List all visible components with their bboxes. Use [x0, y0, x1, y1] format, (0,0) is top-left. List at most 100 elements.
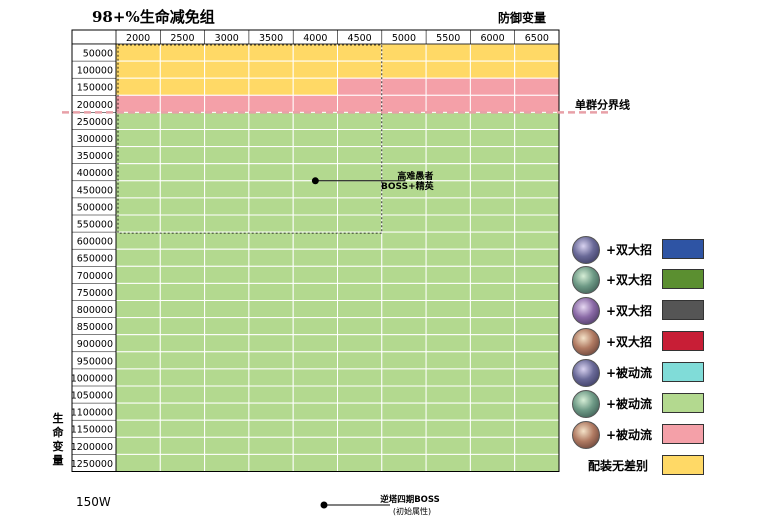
- chart-title: 98+%生命减免组: [92, 8, 215, 26]
- heatmap-cell: [381, 385, 427, 404]
- heatmap-cell: [337, 43, 383, 62]
- heatmap-cell: [204, 111, 250, 131]
- heatmap-cell: [248, 60, 294, 79]
- heatmap-cell: [292, 300, 339, 319]
- heatmap-cell: [381, 265, 427, 284]
- legend-label: +双大招: [606, 335, 653, 349]
- y-tick-label: 800000: [77, 305, 113, 316]
- heatmap-cell: [115, 265, 161, 284]
- heatmap-cell: [248, 77, 294, 96]
- heatmap-cell: [425, 77, 471, 96]
- y-tick-label: 1200000: [71, 442, 113, 453]
- heatmap-cell: [115, 129, 161, 148]
- heatmap-cell: [469, 368, 516, 387]
- heatmap-cell: [248, 163, 294, 182]
- heatmap-cell: [425, 368, 471, 387]
- heatmap-cell: [248, 385, 294, 404]
- heatmap-cell: [469, 197, 516, 216]
- y-tick-label: 650000: [77, 254, 113, 265]
- heatmap-cell: [425, 351, 471, 370]
- heatmap-cell: [204, 60, 250, 79]
- heatmap-cell: [381, 368, 427, 387]
- heatmap-cell: [514, 129, 560, 148]
- heatmap-cell: [159, 317, 206, 336]
- heatmap-cell: [159, 111, 206, 131]
- heatmap-cell: [514, 43, 560, 62]
- heatmap-cell: [204, 334, 250, 353]
- heatmap-cell: [115, 453, 161, 472]
- heatmap-cell: [248, 111, 294, 131]
- heatmap-cell: [514, 385, 560, 404]
- heatmap-cell: [248, 94, 294, 113]
- y-tick-label: 400000: [77, 168, 113, 179]
- heatmap-cell: [514, 163, 560, 182]
- heatmap-cell: [337, 60, 383, 79]
- heatmap-cell: [381, 111, 427, 131]
- heatmap-cell: [159, 43, 206, 62]
- heatmap-cell: [292, 334, 339, 353]
- heatmap-cell: [159, 197, 206, 216]
- heatmap-cell: [159, 248, 206, 267]
- x-tick-label: 3500: [259, 33, 283, 44]
- y-tick-label: 500000: [77, 202, 113, 213]
- region-label-line1: 高难愚者: [397, 170, 433, 182]
- heatmap-cell: [514, 300, 560, 319]
- heatmap-cell: [204, 436, 250, 455]
- heatmap-cell: [425, 129, 471, 148]
- heatmap-cell: [469, 453, 516, 472]
- heatmap-cell: [248, 317, 294, 336]
- heatmap-cell: [248, 402, 294, 421]
- heatmap-cell: [159, 351, 206, 370]
- heatmap-cell: [159, 453, 206, 472]
- legend-label: +双大招: [606, 273, 653, 287]
- heatmap-cell: [115, 351, 161, 370]
- heatmap-cell: [248, 282, 294, 301]
- heatmap-cell: [514, 317, 560, 336]
- heatmap-cell: [469, 334, 516, 353]
- heatmap-cell: [514, 231, 560, 250]
- y-tick-label: 600000: [77, 237, 113, 248]
- heatmap-cell: [292, 402, 339, 421]
- legend-item: +被动流: [572, 390, 712, 418]
- heatmap-cell: [204, 368, 250, 387]
- pink-character-icon: [572, 328, 600, 356]
- heatmap-cell: [159, 385, 206, 404]
- y-tick-label: 150000: [77, 83, 113, 94]
- heatmap-cell: [514, 146, 560, 165]
- heatmap-cell: [115, 402, 161, 421]
- heatmap-cell: [469, 402, 516, 421]
- heatmap-cell: [337, 436, 383, 455]
- heatmap-cell: [248, 436, 294, 455]
- heatmap-cell: [337, 334, 383, 353]
- heatmap-cell: [115, 436, 161, 455]
- heatmap-cell: [292, 94, 339, 113]
- heatmap-cell: [337, 300, 383, 319]
- heatmap-cell: [514, 111, 560, 131]
- legend-swatch: [662, 300, 704, 320]
- legend-swatch: [662, 269, 704, 289]
- heatmap-cell: [337, 368, 383, 387]
- heatmap-cell: [469, 77, 516, 96]
- heatmap-cell: [337, 453, 383, 472]
- heatmap-cell: [425, 300, 471, 319]
- heatmap-cell: [425, 197, 471, 216]
- y-axis-title: 生命变量: [52, 412, 64, 467]
- heatmap-cell: [337, 317, 383, 336]
- heatmap-cell: [381, 351, 427, 370]
- legend-label: 配装无差别: [588, 459, 649, 473]
- heatmap-cell: [514, 94, 560, 113]
- legend-item: +双大招: [572, 236, 712, 264]
- heatmap-cell: [292, 197, 339, 216]
- heatmap-cell: [292, 248, 339, 267]
- heatmap-cell: [115, 368, 161, 387]
- heatmap-cell: [115, 214, 161, 233]
- legend-label: +被动流: [606, 397, 653, 411]
- heatmap-cell: [292, 265, 339, 284]
- heatmap-cell: [292, 351, 339, 370]
- footer-left-label: 150W: [76, 495, 111, 509]
- legend-label: +被动流: [606, 366, 653, 380]
- heatmap-cell: [381, 231, 427, 250]
- heatmap-cell: [204, 419, 250, 438]
- x-axis-title: 防御变量: [498, 11, 547, 25]
